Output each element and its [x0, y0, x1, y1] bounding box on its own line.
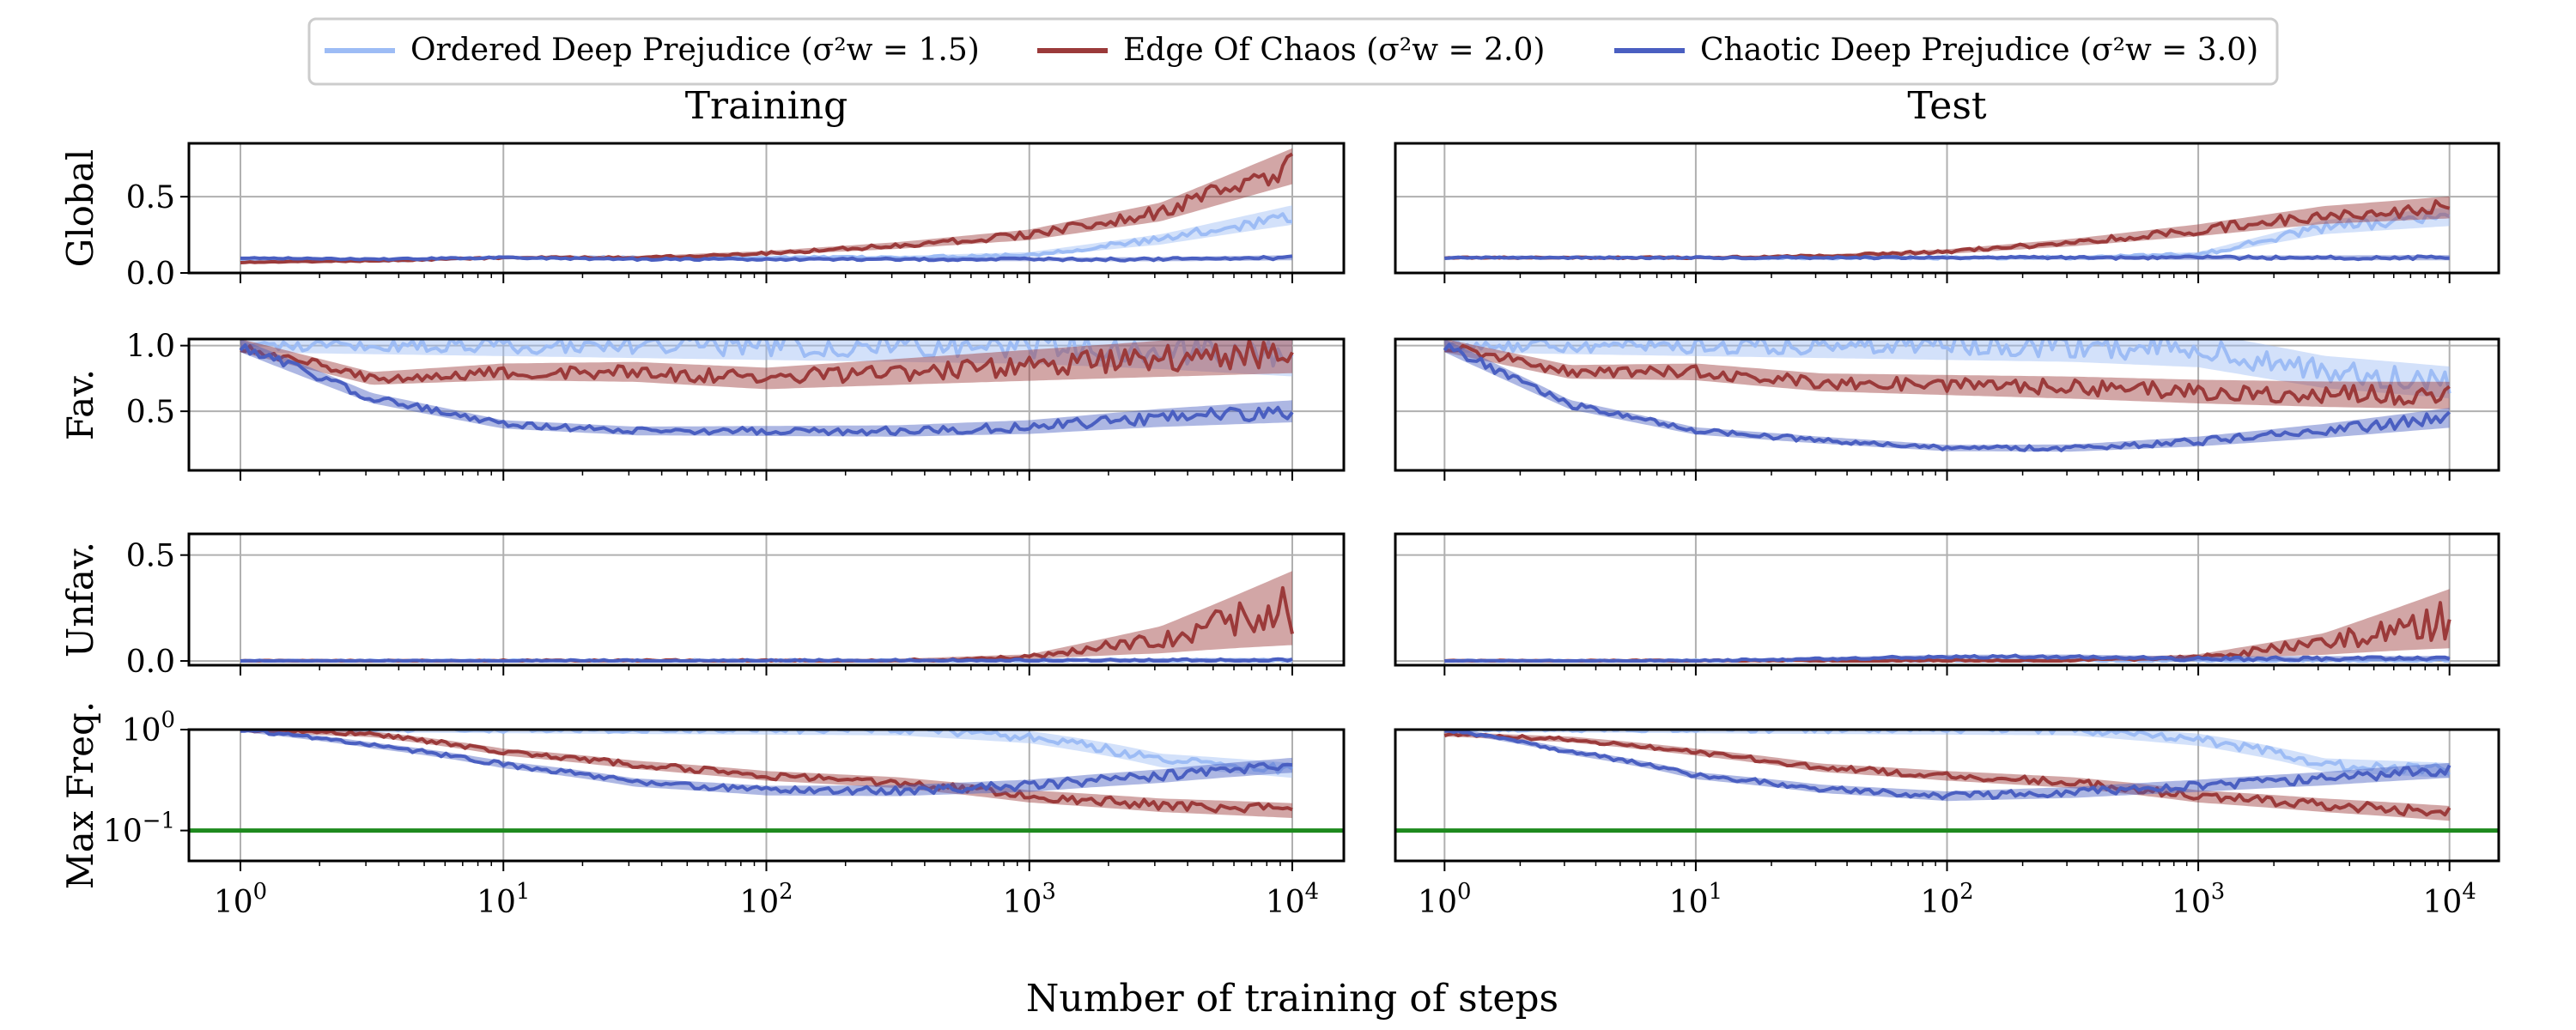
- band-edge-of-chaos: [240, 730, 1292, 818]
- row-label-3: Max Freq.: [59, 701, 101, 889]
- series-line-ordered-deep-prejudice: [1443, 339, 2451, 394]
- panel-test-3: 100 101 102 103 104: [1394, 728, 2500, 920]
- series-group: [1443, 339, 2451, 452]
- series-line-chaotic-deep-prejudice: [1444, 730, 2451, 801]
- x-tick-label-0: 100: [1418, 879, 1471, 920]
- series-group: [239, 339, 1294, 437]
- column-title-training: Training: [685, 84, 848, 128]
- band-edge-of-chaos: [240, 148, 1292, 264]
- y-tick-label-0: 0.0: [126, 645, 175, 680]
- series-group: [1443, 730, 2451, 821]
- series-line-chaotic-deep-prejudice: [1443, 342, 2451, 452]
- x-axis-label: Number of training of steps: [1026, 977, 1558, 1021]
- x-tick-label-1: 101: [477, 879, 530, 920]
- series-line-chaotic-deep-prejudice: [239, 343, 1294, 437]
- x-tick-label-0: 100: [214, 879, 267, 920]
- series-line-edge-of-chaos: [1444, 343, 2451, 406]
- legend-label-2: Chaotic Deep Prejudice (σ²w = 3.0): [1700, 33, 2258, 68]
- band-ordered-deep-prejudice: [1444, 730, 2450, 779]
- x-tick-label-4: 104: [1266, 879, 1319, 920]
- y-tick-label-1: 1.0: [126, 330, 175, 365]
- band-edge-of-chaos: [1444, 196, 2450, 259]
- series-group: [240, 730, 1294, 818]
- x-tick-label-1: 101: [1669, 879, 1722, 920]
- legend: Ordered Deep Prejudice (σ²w = 1.5) Edge O…: [307, 17, 2279, 86]
- series-line-chaotic-deep-prejudice: [240, 730, 1293, 797]
- row-label-0: Global: [59, 149, 101, 268]
- x-tick-label-2: 102: [739, 879, 793, 920]
- series-group: [240, 148, 1293, 264]
- x-tick-label-2: 102: [1920, 879, 1973, 920]
- series-line-ordered-deep-prejudice: [240, 730, 1294, 775]
- panel-training-2: 0.0 0.5: [126, 532, 1346, 680]
- legend-label-1: Edge Of Chaos (σ²w = 2.0): [1123, 33, 1545, 68]
- column-title-test: Test: [1907, 84, 1987, 128]
- y-tick-label-1: 10−1: [103, 808, 175, 849]
- series-line-chaotic-deep-prejudice: [1444, 254, 2450, 262]
- series-line-edge-of-chaos: [240, 730, 1293, 814]
- row-label-2: Unfav.: [59, 542, 101, 657]
- series-group: [240, 571, 1294, 663]
- y-tick-label-0: 100: [122, 707, 175, 748]
- series-line-ordered-deep-prejudice: [1443, 730, 2451, 777]
- y-tick-label-0: 0.5: [126, 395, 175, 430]
- panel-test-0: [1394, 142, 2500, 283]
- series-group: [1444, 196, 2451, 262]
- y-tick-label-0: 0.0: [126, 257, 175, 292]
- band-ordered-deep-prejudice: [240, 730, 1292, 779]
- x-tick-label-4: 104: [2423, 879, 2476, 920]
- series-group: [1444, 589, 2451, 663]
- band-edge-of-chaos: [1444, 339, 2450, 409]
- panel-training-1: 0.5 1.0: [126, 330, 1346, 481]
- legend-frame: [307, 17, 2279, 86]
- series-line-chaotic-deep-prejudice: [240, 254, 1293, 263]
- series-line-chaotic-deep-prejudice: [1444, 653, 2451, 663]
- legend-label-0: Ordered Deep Prejudice (σ²w = 1.5): [410, 33, 980, 68]
- panel-test-1: [1394, 337, 2500, 481]
- x-tick-label-3: 103: [1003, 879, 1056, 920]
- panel-training-0: 0.0 0.5: [126, 142, 1346, 292]
- x-tick-label-3: 103: [2172, 879, 2225, 920]
- y-tick-label-1: 0.5: [126, 180, 175, 215]
- series-line-edge-of-chaos: [1443, 731, 2451, 817]
- panel-test-2: [1394, 532, 2500, 676]
- series-line-chaotic-deep-prejudice: [240, 657, 1293, 663]
- y-tick-label-1: 0.5: [126, 539, 175, 574]
- panel-training-3: 100 10−1 100 101 102 103 104: [103, 707, 1346, 920]
- series-line-edge-of-chaos: [240, 339, 1294, 385]
- band-edge-of-chaos: [240, 339, 1292, 390]
- row-label-1: Fav.: [59, 369, 101, 440]
